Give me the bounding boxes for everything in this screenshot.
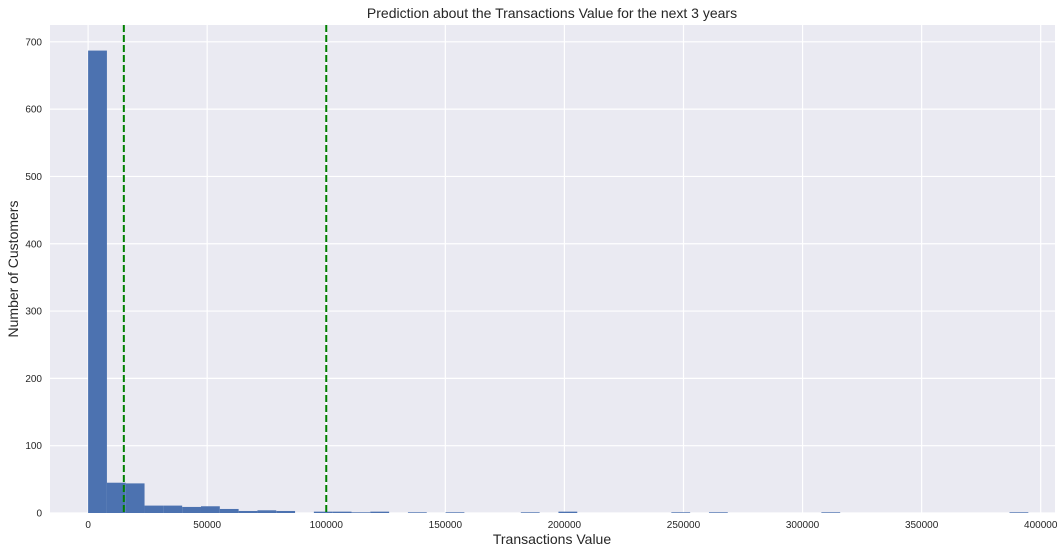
histogram-bar <box>276 510 296 513</box>
histogram-bar <box>219 508 239 513</box>
x-tick-label: 50000 <box>193 520 221 531</box>
y-tick-label: 600 <box>25 105 42 116</box>
histogram-bar <box>313 511 333 513</box>
chart-title: Prediction about the Transactions Value … <box>367 5 737 21</box>
histogram-bar <box>351 512 371 513</box>
grid-layer <box>50 25 1055 514</box>
x-tick-label: 350000 <box>905 520 939 531</box>
y-tick-label: 300 <box>25 307 42 318</box>
y-tick-label: 500 <box>25 172 42 183</box>
histogram-bar <box>558 511 578 513</box>
histogram-bar <box>671 512 691 513</box>
histogram-bar <box>163 505 183 513</box>
histogram-bar <box>144 505 164 513</box>
histogram-bar <box>88 50 107 513</box>
x-tick-label: 200000 <box>548 520 582 531</box>
histogram-bar <box>106 482 126 513</box>
x-tick-label: 150000 <box>429 520 463 531</box>
plot-background <box>50 25 1055 513</box>
histogram-bar <box>370 511 390 513</box>
histogram-bar <box>708 512 728 513</box>
x-tick-labels: 0 50000 100000 150000 200000 250000 300000 3500… <box>85 520 1058 531</box>
y-tick-label: 100 <box>25 441 42 452</box>
x-tick-label: 0 <box>85 520 91 531</box>
y-tick-label: 200 <box>25 374 42 385</box>
histogram-bar <box>445 512 465 513</box>
histogram-bar <box>125 483 145 513</box>
y-tick-label: 0 <box>36 509 42 520</box>
histogram-bar <box>407 512 427 513</box>
histogram-bar <box>821 512 841 513</box>
histogram-bar <box>182 506 201 513</box>
x-tick-label: 400000 <box>1024 520 1058 531</box>
histogram-bar <box>238 510 258 513</box>
y-axis-label: Number of Customers <box>5 201 21 338</box>
histogram-bar <box>520 512 540 513</box>
y-tick-label: 700 <box>25 37 42 48</box>
y-tick-labels: 0 100 200 300 400 500 600 700 <box>25 37 42 519</box>
x-tick-label: 300000 <box>786 520 820 531</box>
vlines-layer <box>122 25 328 513</box>
x-tick-label: 100000 <box>310 520 344 531</box>
histogram-bar <box>200 506 220 513</box>
y-tick-label: 400 <box>25 239 42 250</box>
x-tick-label: 250000 <box>667 520 701 531</box>
histogram-bar <box>1009 512 1029 513</box>
histogram-bar <box>257 510 277 513</box>
histogram-bar <box>332 511 352 513</box>
x-axis-label: Transactions Value <box>493 531 611 547</box>
bars-layer <box>88 50 1029 513</box>
